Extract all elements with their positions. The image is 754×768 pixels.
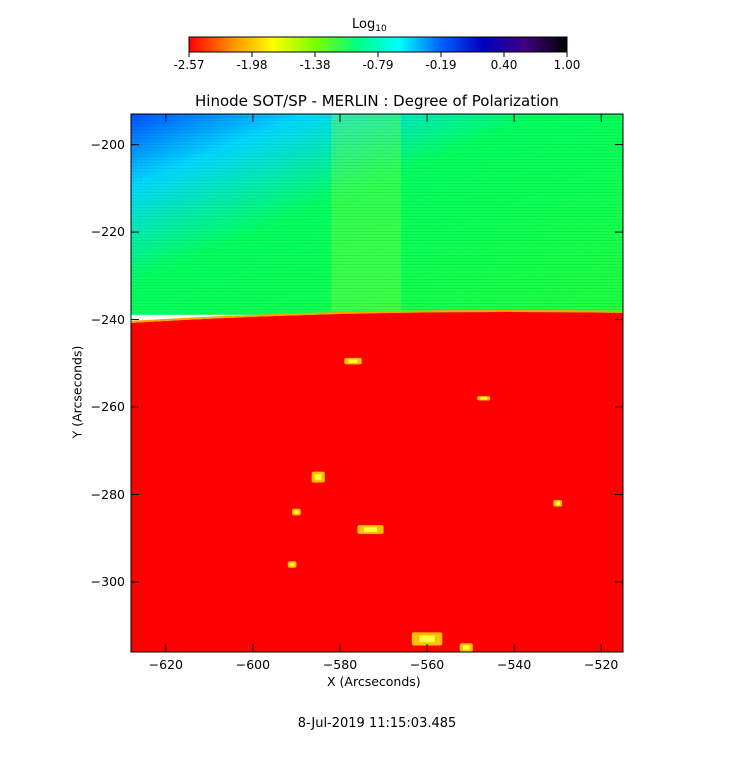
scan-stripes [131,114,623,311]
bright-patch-core [314,474,322,480]
x-tick-label: −520 [584,657,619,672]
colorbar [188,36,568,57]
x-tick-label: −540 [496,657,532,672]
bright-patch-core [480,397,487,400]
colorbar-title: Log10 [352,17,387,34]
y-tick-label: −260 [90,399,125,415]
bright-patch-core [555,501,560,505]
colorbar-tick-label: -1.98 [236,58,268,72]
bright-patch-core [462,645,470,650]
bright-patch-core [363,527,377,532]
bright-patch-core [294,510,299,514]
x-axis-label: X (Arcseconds) [327,674,421,689]
x-axis [165,114,602,652]
colorbar-tick-label: -0.79 [362,58,394,72]
colorbar-tick-label: -1.38 [299,58,331,72]
colorbar-tick-label: -0.19 [425,58,457,72]
y-tick-label: −300 [90,574,125,590]
limb-edge [130,309,624,323]
colorbar-tick-label: 0.40 [490,58,518,72]
chart-title: Hinode SOT/SP - MERLIN : Degree of Polar… [195,92,559,110]
y-tick-label: −280 [90,486,125,502]
timestamp: 8-Jul-2019 11:15:03.485 [297,716,457,731]
plot-area [130,113,624,653]
y-axis [131,144,623,583]
bright-patch-core [289,562,295,567]
y-tick-label: −240 [90,311,125,327]
colorbar-gradient [188,36,568,53]
plot-frame [130,113,624,653]
colorbar-tick-label: 1.00 [553,58,581,72]
x-tick-label: −620 [148,657,183,672]
x-tick-label: −560 [409,657,445,672]
bright-patch-core [419,635,435,643]
x-tick-label: −580 [322,657,358,672]
y-tick-label: −220 [90,224,125,240]
bright-patch-core [348,359,358,363]
on-disk-region [131,311,623,652]
colorbar-tick-label: -2.57 [173,58,205,72]
x-tick-label: −600 [235,657,271,672]
y-tick-label: −200 [90,136,125,152]
